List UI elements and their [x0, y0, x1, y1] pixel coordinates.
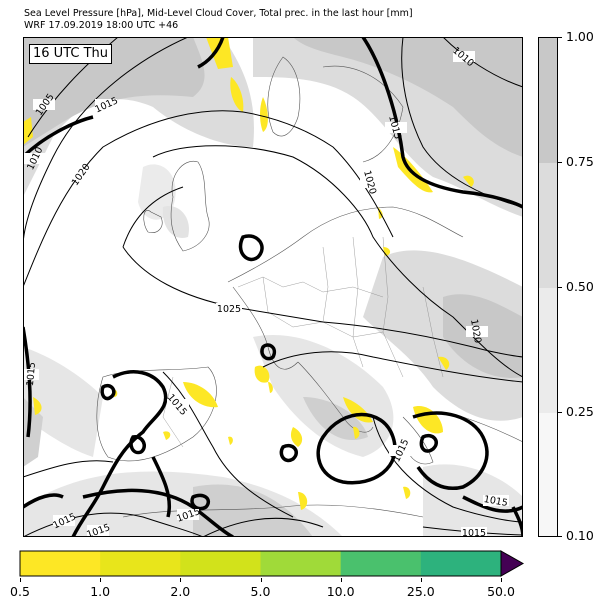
run-info: WRF 17.09.2019 18:00 UTC +46: [24, 20, 179, 31]
cloud-cover-colorbar: [538, 37, 558, 537]
colorbar-label: 0.25: [566, 404, 594, 419]
precip-colorbar-tick: [501, 578, 502, 582]
isobar-label: 1020: [468, 318, 483, 344]
chart-title: Sea Level Pressure [hPa], Mid-Level Clou…: [24, 8, 413, 19]
precip-colorbar-label: 5.0: [250, 584, 271, 599]
precip-colorbar-tick: [420, 578, 422, 582]
precip-colorbar-label: 2.0: [170, 584, 191, 599]
precip-colorbar-label: 0.5: [10, 584, 30, 599]
coastlines: [96, 56, 523, 518]
precip-bin: [100, 551, 181, 576]
colorbar-label: 0.75: [566, 154, 594, 169]
precip-bin: [340, 551, 422, 576]
precip-bin: [180, 551, 261, 576]
colorbar-tick: [558, 37, 562, 38]
isobars: [23, 37, 523, 537]
precip-colorbar-label: 1.0: [90, 584, 111, 599]
precip-colorbar-label: 50.0: [487, 584, 515, 599]
precipitation-colorbar: [19, 550, 525, 577]
precip-colorbar-tick: [340, 578, 342, 582]
weather-map: 1005 1010 1015 1020 1025 1020 1015 1010 …: [23, 37, 523, 537]
isobar-label: 1015: [483, 494, 509, 509]
cloud-cover-bin: [539, 38, 557, 163]
colorbar-label: 0.50: [566, 279, 594, 294]
precip-colorbar-label: 25.0: [406, 584, 435, 599]
isobar-label: 1015: [462, 528, 486, 537]
precip-bin: [260, 551, 342, 576]
cloud-cover-bin: [539, 288, 557, 413]
colorbar-tick: [558, 412, 562, 413]
precip-extend-arrow: [500, 550, 525, 577]
precip-colorbar-tick: [260, 578, 262, 582]
time-label: 16 UTC Thu: [29, 44, 112, 64]
precip-bin: [20, 551, 101, 576]
precip-colorbar-tick: [20, 578, 21, 582]
isobar-label: 1025: [217, 304, 241, 315]
colorbar-label: 0.10: [566, 528, 594, 543]
borders: [162, 236, 444, 448]
precip-colorbar-label: 10.0: [326, 584, 355, 599]
precip-colorbar-tick: [180, 578, 182, 582]
precip-bin: [420, 551, 502, 576]
cloud-cover-bin: [539, 413, 557, 536]
colorbar-tick: [558, 287, 562, 288]
precip-colorbar-tick: [100, 578, 102, 582]
cloud-cover-bin: [539, 163, 557, 288]
colorbar-tick: [558, 536, 562, 537]
colorbar-label: 1.00: [566, 29, 594, 44]
isobar-label: 1015: [25, 362, 38, 387]
isobar-labels: 1005 1010 1015 1020 1025 1020 1015 1010 …: [23, 45, 509, 537]
colorbar-tick: [558, 162, 562, 163]
